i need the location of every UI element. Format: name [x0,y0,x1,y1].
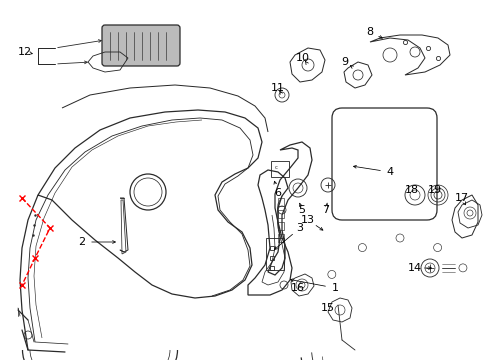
Text: 17: 17 [454,193,468,203]
Text: 14: 14 [407,263,421,273]
Text: 7: 7 [322,205,329,215]
Text: 6: 6 [274,188,281,198]
Text: 12: 12 [18,47,32,57]
Text: 15: 15 [320,303,334,313]
Text: 18: 18 [404,185,418,195]
Text: 16: 16 [290,283,305,293]
Text: 8: 8 [366,27,373,37]
Text: c: c [274,165,278,170]
Text: 4: 4 [386,167,393,177]
Text: 1: 1 [331,283,338,293]
FancyBboxPatch shape [102,25,180,66]
Text: 9: 9 [341,57,348,67]
Text: 19: 19 [427,185,441,195]
Text: 13: 13 [301,215,314,225]
Text: 5: 5 [298,205,305,215]
Text: 10: 10 [295,53,309,63]
Text: 11: 11 [270,83,285,93]
Text: 2: 2 [78,237,85,247]
Text: 3: 3 [296,223,303,233]
